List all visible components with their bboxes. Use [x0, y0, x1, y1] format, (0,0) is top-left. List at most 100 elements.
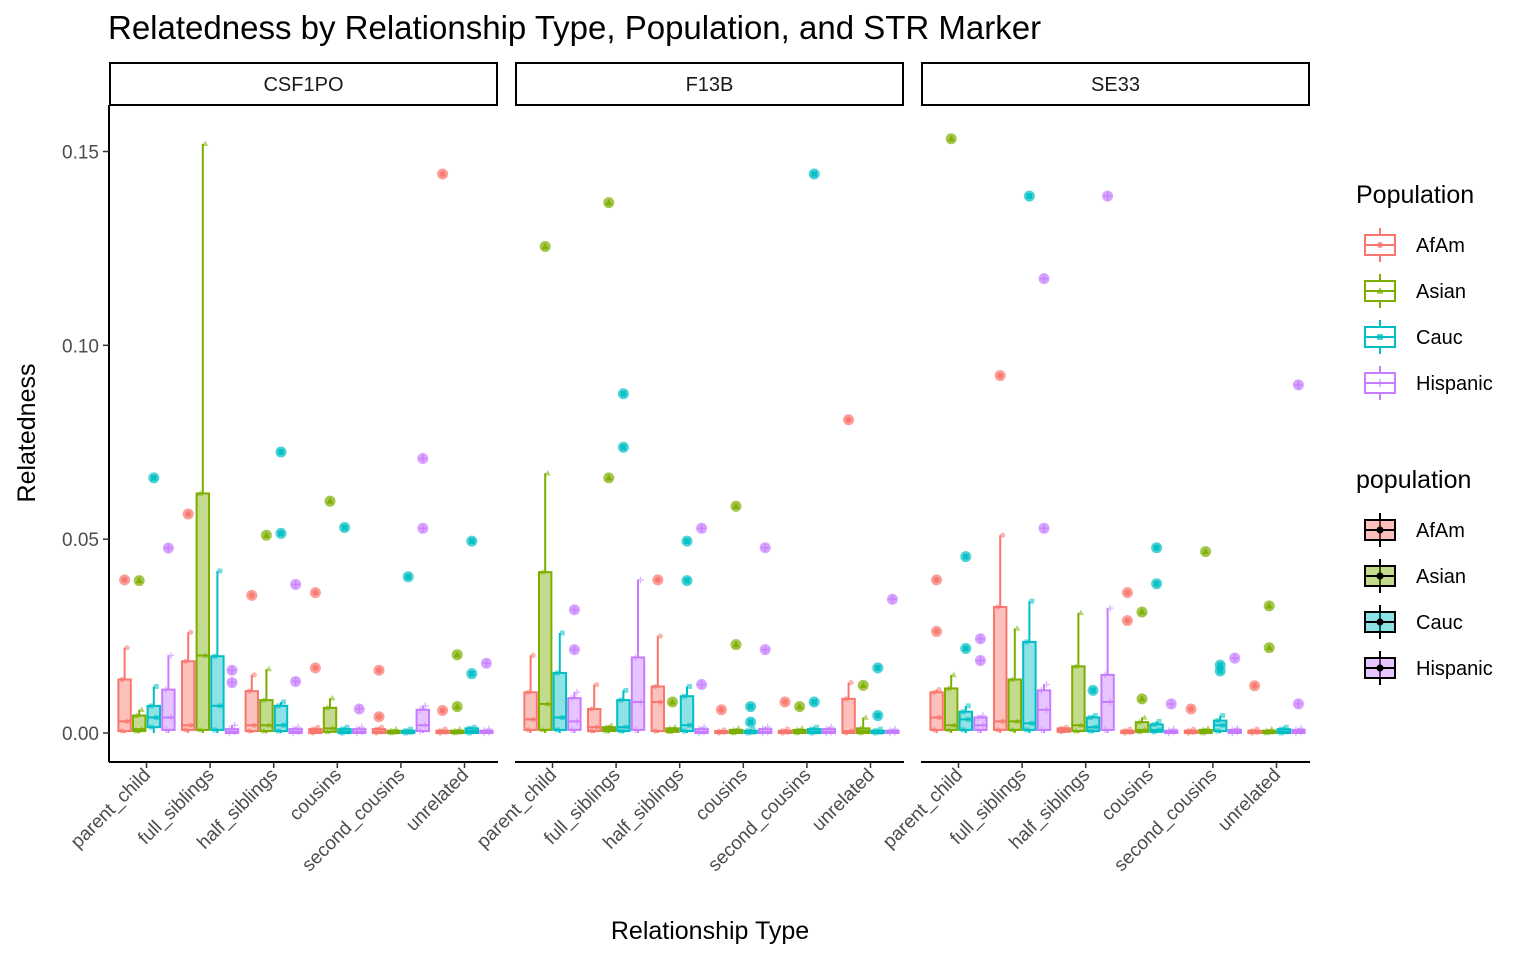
outlier-marker	[262, 531, 270, 538]
data-point	[1156, 718, 1162, 724]
box-cauc	[1213, 659, 1228, 734]
data-point	[544, 700, 551, 707]
outlier-marker	[654, 576, 661, 583]
data-point	[1101, 671, 1109, 679]
box-body	[616, 699, 631, 733]
data-point	[294, 723, 302, 731]
box-body	[161, 688, 176, 731]
data-point	[329, 725, 336, 731]
outlier-marker	[1138, 695, 1146, 702]
data-point	[344, 724, 350, 730]
outlier-marker	[947, 134, 955, 142]
data-point	[1228, 726, 1236, 734]
outlier-marker	[620, 444, 627, 451]
data-point	[827, 723, 835, 731]
chart-title: Relatedness by Relationship Type, Popula…	[108, 9, 1041, 46]
data-point	[877, 729, 883, 735]
data-point	[373, 730, 380, 736]
data-point	[666, 728, 673, 735]
outlier-marker	[933, 576, 940, 583]
data-point	[950, 671, 957, 678]
box-hispanic	[352, 703, 367, 737]
outlier-marker	[620, 390, 627, 397]
box-body	[929, 691, 944, 731]
data-point	[1024, 727, 1030, 733]
box-body	[1149, 723, 1164, 733]
data-point	[246, 728, 252, 734]
panel-se33: SE33parent_childfull_siblingshalf_siblin…	[879, 62, 1310, 876]
data-point	[1101, 726, 1109, 734]
data-point	[936, 686, 942, 693]
data-point	[544, 470, 551, 476]
data-point	[666, 725, 673, 731]
data-point	[251, 722, 257, 728]
legend-key-marker	[1376, 664, 1384, 672]
outlier-marker	[1124, 617, 1131, 624]
data-point	[183, 658, 189, 664]
box-afam	[714, 704, 729, 736]
data-point	[809, 726, 815, 732]
box-body	[944, 687, 959, 731]
box-body	[552, 671, 567, 731]
facet-strip-label: F13B	[686, 74, 734, 96]
data-point	[1038, 686, 1045, 694]
outlier-marker	[761, 645, 770, 654]
data-point	[148, 724, 154, 730]
data-point	[421, 721, 429, 729]
x-tick-label: unrelated	[1214, 765, 1285, 836]
legend-group-2: population AfAm Asian Cauc Hispanic	[1356, 466, 1493, 685]
box-asian	[1262, 600, 1277, 736]
data-point	[231, 728, 238, 736]
box-hispanic	[1036, 273, 1052, 734]
data-point	[1297, 724, 1305, 732]
data-point	[421, 702, 429, 710]
box-cauc	[337, 522, 352, 736]
data-point	[960, 709, 966, 715]
outlier-marker	[1124, 589, 1131, 596]
box-cauc	[464, 535, 480, 736]
data-point	[148, 703, 154, 709]
box-body	[993, 606, 1008, 731]
data-point	[197, 726, 204, 733]
legend-key-cauc	[1364, 605, 1396, 639]
outlier-marker	[605, 474, 613, 481]
y-tick-label: 0.15	[62, 143, 99, 164]
box-hispanic	[758, 542, 773, 737]
data-point	[281, 722, 286, 728]
box-body	[841, 697, 856, 734]
outlier-marker	[1040, 524, 1048, 533]
x-tick-label: unrelated	[808, 765, 879, 836]
outlier-marker	[697, 680, 706, 689]
outlier-marker	[291, 677, 300, 686]
data-point	[1093, 724, 1098, 730]
data-point	[979, 721, 987, 729]
data-point	[188, 722, 194, 728]
data-point	[442, 726, 448, 732]
box-body	[679, 695, 695, 733]
outlier-marker	[732, 502, 740, 509]
box-asian	[665, 696, 680, 735]
data-point	[1063, 724, 1069, 730]
data-point	[217, 568, 223, 574]
data-point	[1278, 730, 1284, 736]
legend-key-marker	[1376, 287, 1384, 294]
data-point	[456, 725, 463, 732]
data-point	[466, 725, 472, 731]
data-point	[603, 723, 610, 730]
data-point	[1136, 728, 1143, 735]
box-afam	[841, 414, 856, 736]
box-asian	[944, 133, 959, 733]
data-point	[124, 718, 130, 724]
box-body	[650, 685, 665, 733]
data-point	[735, 728, 742, 735]
data-point	[329, 694, 336, 701]
x-tick-label: cousins	[285, 765, 345, 825]
data-point	[862, 714, 869, 720]
box-cauc	[743, 701, 758, 736]
outlier-marker	[845, 416, 852, 423]
data-point	[1165, 727, 1173, 735]
data-point	[485, 725, 493, 733]
data-point	[1151, 729, 1157, 735]
data-point	[735, 725, 742, 731]
box-body	[117, 678, 132, 733]
